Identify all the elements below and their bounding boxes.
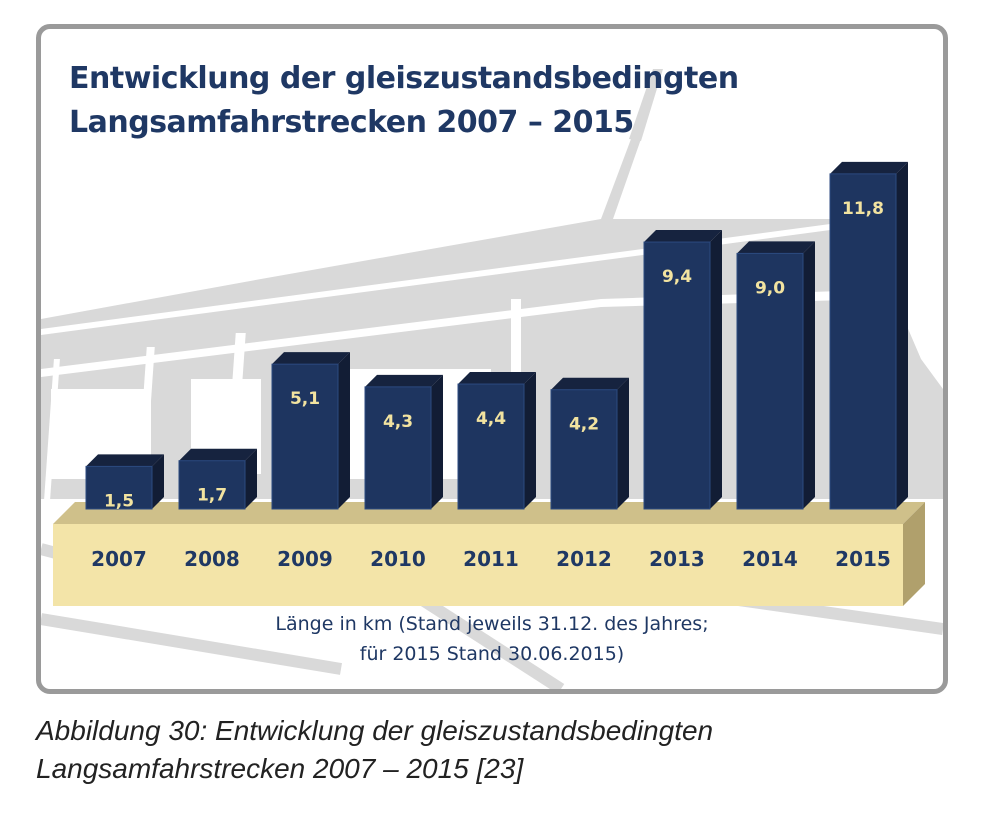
bar-front xyxy=(736,252,804,510)
bar-front xyxy=(643,241,711,510)
bar-side xyxy=(338,352,350,509)
bar-2011: 4,4 xyxy=(457,372,536,510)
chart-canvas: 1,5 1,75,14,3 4,4 4,29,49,011,8 2007 2008 200… xyxy=(41,69,943,689)
bar-side xyxy=(896,161,908,509)
bar-side xyxy=(710,230,722,510)
chart-title-line-1: Entwicklung der gleiszustandsbedingten xyxy=(69,61,739,96)
x-tick-label: 2008 xyxy=(184,547,240,571)
x-tick-labels: 2007 2008 2009 2010 2011 2012 2013 2014 2015 xyxy=(91,547,891,571)
bar-2008: 1,7 xyxy=(178,448,257,510)
figure-caption-line-2: Langsamfahrstrecken 2007 – 2015 [23] xyxy=(36,753,524,784)
bar-2013: 9,4 xyxy=(643,230,722,510)
x-tick-label: 2014 xyxy=(742,547,798,571)
bar-side xyxy=(803,241,815,509)
bar-top xyxy=(458,372,536,385)
bar-front xyxy=(457,383,525,510)
x-tick-label: 2010 xyxy=(370,547,426,571)
data-label: 1,5 xyxy=(104,491,134,511)
bar-top xyxy=(830,161,908,174)
figure-caption-line-1: Abbildung 30: Entwicklung der gleiszusta… xyxy=(36,715,714,746)
bar-front xyxy=(364,386,432,510)
unit-note-line-1: Länge in km (Stand jeweils 31.12. des Ja… xyxy=(275,613,709,635)
x-tick-label: 2015 xyxy=(835,547,891,571)
x-tick-label: 2011 xyxy=(463,547,519,571)
bar-2010: 4,3 xyxy=(364,374,443,510)
data-label: 11,8 xyxy=(842,199,884,219)
bar-2015: 11,8 xyxy=(829,161,908,510)
data-label: 4,3 xyxy=(383,412,413,432)
data-label: 4,4 xyxy=(476,409,506,429)
bar-side xyxy=(524,372,536,509)
bar-front xyxy=(85,465,153,510)
x-tick-label: 2007 xyxy=(91,547,147,571)
chart-title-line-2: Langsamfahrstrecken 2007 – 2015 xyxy=(69,105,634,140)
bar-top xyxy=(644,230,722,243)
bar-2012: 4,2 xyxy=(550,377,629,510)
bar-2009: 5,1 xyxy=(271,352,350,510)
bar-side xyxy=(245,448,257,509)
x-tick-label: 2009 xyxy=(277,547,333,571)
bar-front xyxy=(829,173,897,510)
bar-top xyxy=(86,454,164,467)
bar-top xyxy=(272,352,350,365)
bars-group: 1,5 1,7 5,1 4,3 4,4 4,2 9,4 9,0 11,8 xyxy=(85,161,908,511)
bar-top xyxy=(737,241,815,254)
unit-note-line-2: für 2015 Stand 30.06.2015) xyxy=(359,643,625,665)
chart-title: Entwicklung der gleiszustandsbedingten L… xyxy=(69,57,739,145)
data-label: 5,1 xyxy=(290,389,320,409)
bar-2007: 1,5 xyxy=(85,454,164,511)
data-label: 4,2 xyxy=(569,415,599,435)
unit-note: Länge in km (Stand jeweils 31.12. des Ja… xyxy=(41,609,943,669)
chart-frame: 1,5 1,7 5,1 4,3 4,4 4,2 9,4 9,0 11,8 2007 2008 200… xyxy=(36,24,948,694)
bar-2014: 9,0 xyxy=(736,241,815,510)
bar-side xyxy=(617,377,629,509)
base-front-face xyxy=(53,524,903,606)
bar-top xyxy=(551,377,629,390)
bar-front xyxy=(550,389,618,510)
category-axis-base xyxy=(53,502,925,606)
data-label: 1,7 xyxy=(197,486,227,506)
base-side-face xyxy=(903,502,925,606)
bar-side xyxy=(152,454,164,509)
x-tick-label: 2013 xyxy=(649,547,705,571)
x-tick-label: 2012 xyxy=(556,547,612,571)
figure-caption: Abbildung 30: Entwicklung der gleiszusta… xyxy=(36,712,713,788)
bar-side xyxy=(431,374,443,509)
data-label: 9,4 xyxy=(662,267,692,287)
bar-top xyxy=(179,448,257,461)
bar-top xyxy=(365,374,443,387)
data-label: 9,0 xyxy=(755,278,785,298)
bar-front xyxy=(178,460,246,510)
bar-front xyxy=(271,363,339,510)
